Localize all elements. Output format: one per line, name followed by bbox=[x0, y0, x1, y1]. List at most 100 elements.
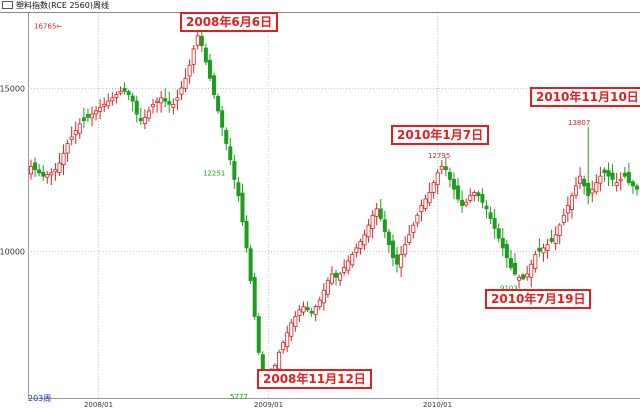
candle-body bbox=[81, 117, 86, 122]
candle-body bbox=[569, 195, 574, 210]
candle-body bbox=[342, 267, 347, 273]
candle-body bbox=[256, 316, 261, 353]
candle-body bbox=[126, 91, 131, 95]
candle-body bbox=[199, 35, 204, 47]
candle-body bbox=[317, 299, 322, 307]
candle-body bbox=[224, 129, 229, 144]
candle-body bbox=[61, 152, 66, 165]
candle-body bbox=[98, 107, 103, 112]
candle-body bbox=[191, 48, 196, 65]
candle-body bbox=[427, 192, 432, 204]
candle-body bbox=[468, 195, 473, 201]
candle-body bbox=[492, 218, 497, 229]
candle-body bbox=[630, 181, 635, 187]
window-titlebar: 塑料指数(RCE 2560)周线 bbox=[0, 0, 640, 12]
period-label: 203周 bbox=[28, 394, 51, 403]
candle-body bbox=[496, 228, 501, 239]
candle-body bbox=[602, 169, 607, 174]
candle-body bbox=[285, 332, 290, 348]
x-tick-label: 2008/01 bbox=[84, 401, 113, 409]
candle-body bbox=[53, 169, 58, 173]
candle-body bbox=[45, 174, 50, 178]
value-labels: 16765← 12251 5777 12795 9103 13807 bbox=[34, 22, 590, 401]
candle-body bbox=[610, 172, 615, 180]
value-label: 16765← bbox=[34, 22, 62, 30]
candle-body bbox=[480, 194, 485, 203]
candle-body bbox=[439, 165, 444, 170]
annotation-2008-11-12: 2008年11月12日 bbox=[257, 369, 372, 389]
value-label: 9103 bbox=[500, 284, 518, 292]
candle-body bbox=[289, 322, 294, 337]
y-tick-label: 15000 bbox=[0, 85, 25, 94]
candle-body bbox=[582, 178, 587, 187]
candle-body bbox=[370, 214, 375, 229]
candle-body bbox=[73, 130, 78, 135]
candle-body bbox=[525, 273, 530, 278]
candle-body bbox=[476, 192, 481, 197]
candle-body bbox=[460, 199, 465, 206]
candle-body bbox=[606, 170, 611, 177]
candle-body bbox=[557, 224, 562, 236]
candle-body bbox=[240, 192, 245, 223]
candle-body bbox=[545, 244, 550, 251]
value-label: 12795 bbox=[428, 152, 450, 160]
candle-body bbox=[114, 94, 119, 98]
candle-body bbox=[195, 35, 200, 46]
y-axis: 10000 15000 bbox=[0, 85, 25, 257]
candle-body bbox=[77, 123, 82, 134]
candle-body bbox=[203, 47, 208, 63]
candle-body bbox=[220, 110, 225, 128]
window-icon bbox=[2, 0, 13, 9]
candle-body bbox=[305, 307, 310, 311]
candle-body bbox=[521, 274, 526, 280]
candle-body bbox=[334, 272, 339, 278]
annotation-2010-11-10: 2010年11月10日 bbox=[530, 87, 640, 107]
candle-body bbox=[293, 316, 298, 327]
candle-body bbox=[187, 64, 192, 77]
candle-body bbox=[419, 205, 424, 213]
chart-grid bbox=[28, 13, 640, 399]
candle-body bbox=[159, 97, 164, 104]
candle-body bbox=[171, 103, 176, 108]
candle-body bbox=[590, 188, 595, 194]
candle-body bbox=[423, 198, 428, 209]
candle-body bbox=[146, 110, 151, 119]
candle-body bbox=[362, 234, 367, 246]
candle-body bbox=[94, 110, 99, 115]
x-axis: 2008/01 2009/01 2010/01 bbox=[84, 401, 452, 409]
value-label: 13807 bbox=[568, 119, 590, 127]
candle-body bbox=[179, 87, 184, 95]
candle-body bbox=[386, 231, 391, 246]
candle-body bbox=[382, 219, 387, 233]
candle-body bbox=[309, 310, 314, 314]
candle-body bbox=[252, 276, 257, 317]
candle-body bbox=[565, 205, 570, 214]
candle-body bbox=[57, 162, 62, 173]
x-tick-label: 2009/01 bbox=[254, 401, 283, 409]
candle-body bbox=[102, 103, 107, 107]
candle-body bbox=[488, 212, 493, 219]
candle-body bbox=[431, 182, 436, 193]
candle-body bbox=[500, 238, 505, 249]
candle-body bbox=[594, 182, 599, 193]
candle-body bbox=[472, 192, 477, 196]
candle-body bbox=[573, 185, 578, 196]
candle-body bbox=[301, 306, 306, 313]
candle-body bbox=[49, 172, 54, 176]
candle-body bbox=[346, 260, 351, 271]
candle-body bbox=[484, 205, 489, 210]
candle-body bbox=[399, 254, 404, 268]
candle-body bbox=[248, 248, 253, 281]
candle-body bbox=[411, 224, 416, 233]
candle-body bbox=[138, 117, 143, 122]
candle-body bbox=[37, 169, 42, 174]
candle-body bbox=[167, 101, 172, 105]
candle-body bbox=[435, 172, 440, 186]
candle-body bbox=[85, 114, 90, 118]
value-label: 12251 bbox=[203, 170, 225, 178]
candle-body bbox=[395, 254, 400, 265]
candle-body bbox=[598, 175, 603, 184]
candle-body bbox=[626, 172, 631, 184]
candle-body bbox=[329, 273, 334, 284]
